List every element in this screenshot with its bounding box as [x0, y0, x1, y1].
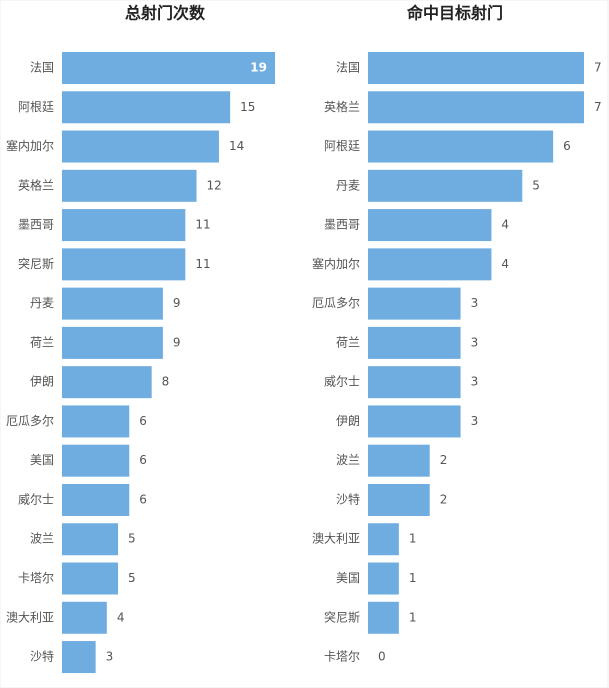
category-label: 丹麦 [30, 296, 54, 310]
category-label: 突尼斯 [18, 256, 54, 271]
value-label: 4 [117, 610, 125, 624]
chart-title: 总射门次数 [125, 4, 206, 23]
chart-title: 命中目标射门 [406, 4, 503, 23]
category-label: 阿根廷 [324, 139, 360, 153]
category-label: 威尔士 [324, 374, 360, 389]
bar [368, 52, 584, 84]
bar [368, 405, 461, 438]
category-label: 卡塔尔 [18, 570, 54, 585]
bar [62, 523, 119, 556]
value-label: 3 [106, 650, 114, 664]
value-label: 0 [378, 650, 386, 664]
bar [62, 405, 130, 438]
value-label: 5 [532, 178, 540, 192]
bar [368, 483, 430, 516]
value-label: 4 [501, 257, 509, 271]
bar [62, 209, 186, 242]
category-label: 墨西哥 [324, 218, 360, 232]
bar [368, 248, 492, 281]
bar [368, 366, 461, 399]
bar [368, 169, 523, 202]
category-label: 英格兰 [18, 177, 54, 192]
value-label: 6 [563, 139, 571, 153]
category-label: 法国 [336, 61, 360, 75]
value-label: 14 [229, 139, 244, 153]
category-label: 厄瓜多尔 [312, 295, 360, 310]
bar [368, 601, 399, 634]
value-label: 1 [409, 610, 417, 624]
value-label: 3 [471, 414, 479, 428]
bar [62, 91, 231, 124]
value-label: 9 [173, 335, 181, 349]
bar [368, 91, 584, 124]
category-label: 塞内加尔 [6, 138, 54, 153]
bar [62, 444, 130, 477]
category-label: 阿根廷 [18, 100, 54, 114]
category-label: 沙特 [336, 491, 360, 506]
category-label: 荷兰 [336, 335, 360, 349]
value-label: 7 [594, 61, 602, 75]
value-label: 15 [240, 100, 255, 114]
value-label: 4 [501, 218, 509, 232]
category-label: 波兰 [30, 532, 54, 546]
value-label: 6 [139, 414, 147, 428]
category-label: 澳大利亚 [6, 610, 54, 624]
category-label: 卡塔尔 [324, 649, 360, 664]
value-label: 7 [594, 100, 602, 114]
value-label: 3 [471, 375, 479, 389]
category-label: 荷兰 [30, 335, 54, 349]
bar [368, 326, 461, 359]
category-label: 威尔士 [18, 491, 54, 506]
value-label: 6 [139, 492, 147, 506]
category-label: 丹麦 [336, 178, 360, 192]
value-label: 5 [128, 532, 136, 546]
category-label: 澳大利亚 [312, 532, 360, 546]
value-label: 3 [471, 335, 479, 349]
category-label: 塞内加尔 [312, 256, 360, 271]
bar [62, 601, 107, 634]
category-label: 法国 [30, 61, 54, 75]
bar [62, 641, 96, 674]
value-label: 12 [207, 178, 222, 192]
bar [62, 169, 197, 202]
value-label: 3 [471, 296, 479, 310]
category-label: 英格兰 [324, 99, 360, 114]
bar [368, 287, 461, 320]
value-label: 9 [173, 296, 181, 310]
category-label: 波兰 [336, 453, 360, 467]
category-label: 墨西哥 [18, 218, 54, 232]
value-label: 19 [250, 61, 267, 75]
value-label: 2 [440, 492, 448, 506]
category-label: 伊朗 [30, 375, 54, 389]
bar [368, 209, 492, 242]
value-label: 11 [195, 257, 210, 271]
value-label: 5 [128, 571, 136, 585]
category-label: 突尼斯 [324, 609, 360, 624]
value-label: 11 [195, 218, 210, 232]
category-label: 美国 [30, 453, 54, 467]
value-label: 1 [409, 532, 417, 546]
bar [368, 130, 554, 163]
value-label: 6 [139, 453, 147, 467]
bar [62, 52, 275, 84]
bar [62, 287, 163, 320]
value-label: 8 [162, 375, 170, 389]
category-label: 美国 [336, 571, 360, 585]
bar [368, 523, 399, 556]
bar [62, 483, 130, 516]
value-label: 2 [440, 453, 448, 467]
bar [62, 130, 219, 163]
bar [368, 562, 399, 595]
bar [62, 326, 163, 359]
bar [368, 444, 430, 477]
value-label: 1 [409, 571, 417, 585]
bar [62, 366, 152, 399]
bar [62, 248, 186, 281]
category-label: 伊朗 [336, 414, 360, 428]
category-label: 沙特 [30, 649, 54, 664]
category-label: 厄瓜多尔 [6, 413, 54, 428]
bar [62, 562, 119, 595]
